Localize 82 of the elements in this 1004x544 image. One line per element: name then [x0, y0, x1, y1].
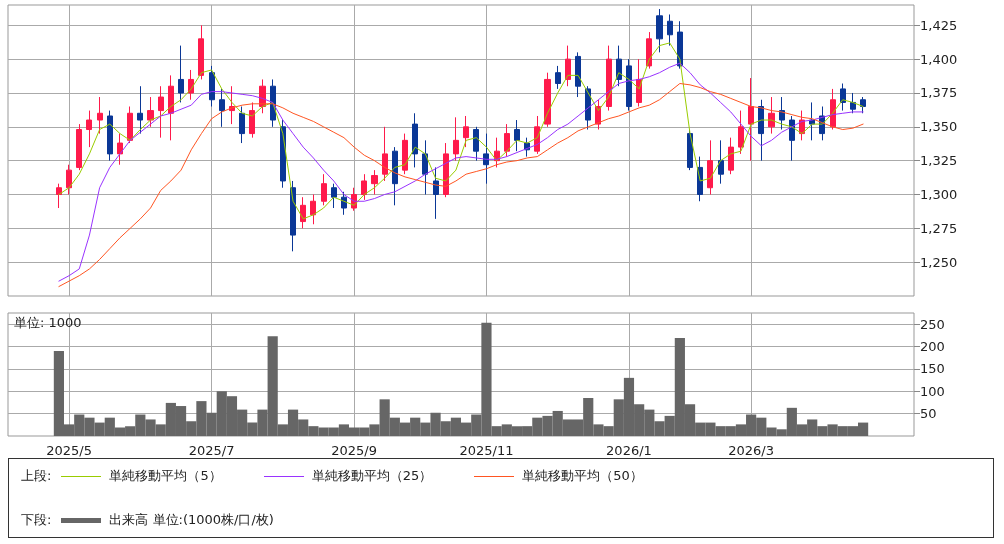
candlestick: [371, 169, 378, 195]
y-tick-label: 150: [920, 361, 945, 377]
x-tick-label: 2025/7: [188, 443, 235, 458]
legend-label: 単純移動平均（25）: [311, 467, 433, 485]
candlestick: [331, 183, 337, 209]
y-tick-label: 1,350: [920, 119, 958, 135]
y-tick-label: 1,400: [920, 51, 958, 67]
candlestick: [249, 101, 255, 139]
candlestick: [758, 99, 764, 162]
candlestick: [616, 45, 622, 87]
candlestick: [310, 193, 316, 225]
y-tick-label: 250: [920, 316, 945, 332]
legend-label: 単純移動平均（50）: [522, 467, 643, 485]
candlestick: [748, 77, 754, 162]
annotation: 単位: 1000: [14, 315, 82, 330]
candlestick: [158, 85, 164, 139]
y-tick-label: 1,250: [920, 254, 958, 270]
candlestick: [76, 123, 82, 171]
candlestick: [147, 96, 154, 128]
candlestick: [361, 173, 367, 201]
candlestick: [738, 110, 744, 155]
legend-label: 単純移動平均（5）: [109, 467, 222, 485]
candlestick: [453, 116, 459, 162]
y-tick-label: 200: [920, 339, 945, 355]
candlestick: [768, 96, 775, 135]
candlestick: [483, 133, 489, 185]
legend-title: 上段:: [21, 467, 52, 485]
candlestick: [606, 45, 612, 112]
candlestick: [728, 137, 734, 175]
candlestick: [178, 45, 184, 103]
candlestick: [656, 8, 663, 53]
line-series: [58, 42, 864, 220]
candlestick: [514, 119, 520, 152]
candlestick: [677, 20, 683, 70]
candlestick: [97, 96, 103, 135]
candlestick: [219, 88, 225, 128]
candlestick: [860, 96, 866, 114]
y-tick-label: 50: [920, 406, 937, 422]
candlestick: [463, 115, 469, 148]
candlestick: [321, 173, 327, 206]
candlestick: [107, 110, 113, 162]
candlestick: [239, 106, 245, 144]
candlestick: [626, 58, 632, 112]
candlestick: [555, 65, 561, 90]
candlestick: [433, 166, 439, 220]
candlestick: [66, 164, 72, 195]
candlestick: [392, 146, 398, 206]
candlestick: [422, 139, 428, 195]
candlestick: [789, 115, 795, 162]
candlestick: [667, 13, 673, 47]
candlestick: [168, 74, 174, 141]
y-tick-label: 100: [920, 383, 945, 399]
candlestick: [473, 126, 479, 162]
x-tick-label: 2025/11: [459, 443, 514, 458]
y-tick-label: 1,275: [920, 220, 958, 236]
x-tick-label: 2025/5: [46, 443, 92, 458]
x-tick-label: 2025/9: [331, 443, 377, 458]
candlestick: [707, 139, 713, 195]
candlestick: [229, 85, 235, 125]
candlestick: [402, 133, 408, 175]
candlestick: [300, 196, 306, 229]
y-tick-label: 1,325: [920, 153, 958, 169]
candlestick: [544, 72, 551, 128]
candlestick: [198, 24, 204, 80]
legend-label: 出来高 単位:(1000株/口/枚): [109, 511, 274, 529]
candlestick: [718, 139, 724, 185]
candlestick: [504, 123, 510, 158]
y-tick-label: 1,375: [920, 85, 958, 101]
candlestick: [382, 126, 388, 182]
y-tick-label: 1,425: [920, 17, 958, 33]
candlestick: [209, 65, 215, 108]
candlestick: [127, 106, 133, 144]
candlestick: [86, 110, 92, 148]
x-tick-label: 2026/3: [728, 443, 774, 458]
candlestick: [565, 45, 571, 87]
x-tick-label: 2026/1: [606, 443, 652, 458]
candlestick: [575, 51, 581, 98]
candlestick: [137, 85, 143, 135]
y-tick-label: 1,300: [920, 186, 958, 202]
candlestick: [412, 112, 418, 168]
candlestick: [809, 101, 815, 141]
legend-title: 下段:: [21, 511, 52, 529]
